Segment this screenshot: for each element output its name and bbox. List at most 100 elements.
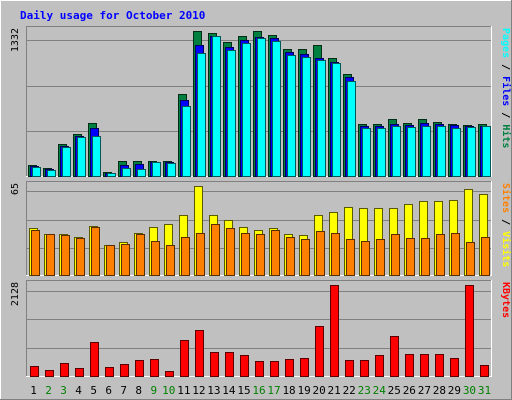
- x-tick-label-day-23: 23: [358, 384, 371, 397]
- legend-visits: Visits: [500, 231, 512, 267]
- legend-pages: Pages: [500, 28, 511, 58]
- bar-kbytes-day-18: [285, 359, 294, 377]
- x-tick-label-day-24: 24: [373, 384, 387, 397]
- bar-sites-day-6: [106, 245, 115, 276]
- bar-sites-day-12: [196, 233, 205, 276]
- bar-sites-day-28: [436, 234, 445, 276]
- bar-kbytes-day-25: [390, 336, 399, 377]
- x-tick-label-day-27: 27: [418, 384, 431, 397]
- bar-pages-day-22: [347, 81, 356, 177]
- bar-sites-day-14: [226, 228, 235, 276]
- x-tick-label-day-19: 19: [297, 384, 310, 397]
- bar-kbytes-day-21: [330, 285, 339, 377]
- bar-sites-day-17: [271, 230, 280, 276]
- x-tick-label-day-28: 28: [433, 384, 446, 397]
- scale-label: 1332: [10, 28, 21, 52]
- bar-kbytes-day-3: [60, 363, 69, 377]
- x-tick-label-day-7: 7: [120, 384, 127, 397]
- scale-label: 2128: [10, 282, 21, 306]
- bar-kbytes-day-2: [45, 370, 54, 377]
- x-tick-label-day-15: 15: [237, 384, 250, 397]
- bar-kbytes-day-16: [255, 361, 264, 377]
- bar-kbytes-day-7: [120, 364, 129, 377]
- panel-legend: Pages / Files / Hits: [500, 28, 512, 148]
- bar-sites-day-10: [166, 245, 175, 276]
- x-tick-label-day-21: 21: [328, 384, 341, 397]
- kbytes-panel: 2128 KBytes: [10, 280, 511, 377]
- bar-sites-day-26: [406, 238, 415, 276]
- bar-pages-day-8: [137, 169, 146, 177]
- hits-panel: 1332 Pages / Files / Hits: [10, 26, 512, 177]
- bar-pages-day-17: [272, 41, 281, 177]
- legend-hits: Hits: [500, 124, 512, 148]
- bar-pages-day-24: [377, 128, 386, 177]
- x-tick-label-day-2: 2: [45, 384, 52, 397]
- bar-kbytes-day-5: [90, 342, 99, 377]
- x-tick-label-day-8: 8: [135, 384, 142, 397]
- bar-kbytes-day-31: [480, 365, 489, 377]
- x-tick-label-day-1: 1: [30, 384, 37, 397]
- bar-pages-day-13: [212, 36, 221, 177]
- bar-kbytes-day-26: [405, 354, 414, 377]
- legend-separator: /: [500, 106, 511, 124]
- bar-sites-day-19: [301, 239, 310, 276]
- bar-kbytes-day-30: [465, 285, 474, 377]
- bar-pages-day-11: [182, 106, 191, 177]
- bar-kbytes-day-28: [435, 354, 444, 377]
- scale-label: 65: [10, 183, 21, 195]
- x-tick-label-day-17: 17: [267, 384, 280, 397]
- bar-pages-day-3: [62, 147, 71, 177]
- legend-sites: Sites: [500, 183, 512, 213]
- chart-title: Daily usage for October 2010: [20, 9, 205, 22]
- bar-kbytes-day-8: [135, 360, 144, 377]
- x-tick-label-day-11: 11: [177, 384, 190, 397]
- x-tick-label-day-6: 6: [105, 384, 112, 397]
- legend-files: Files: [500, 76, 512, 106]
- bar-kbytes-day-14: [225, 352, 234, 377]
- bar-kbytes-day-24: [375, 355, 384, 377]
- bar-pages-day-6: [107, 173, 116, 177]
- x-tick-label-day-9: 9: [150, 384, 157, 397]
- x-tick-label-day-16: 16: [252, 384, 265, 397]
- bar-sites-day-16: [256, 234, 265, 276]
- bar-kbytes-day-6: [105, 367, 114, 377]
- bar-sites-day-23: [361, 241, 370, 276]
- bar-pages-day-28: [437, 126, 446, 177]
- x-tick-label-day-29: 29: [448, 384, 461, 397]
- bar-sites-day-21: [331, 233, 340, 276]
- bar-pages-day-18: [287, 55, 296, 177]
- bar-pages-day-7: [122, 168, 131, 177]
- x-tick-label-day-14: 14: [222, 384, 236, 397]
- bar-sites-day-27: [421, 238, 430, 276]
- bar-kbytes-day-23: [360, 360, 369, 377]
- bar-sites-day-5: [91, 227, 100, 276]
- panels-layer: 1332 Pages / Files / Hits 65 Sites / Visits…: [10, 26, 512, 377]
- bar-kbytes-day-20: [315, 326, 324, 377]
- bar-kbytes-day-4: [75, 368, 84, 377]
- x-tick-label-day-12: 12: [192, 384, 205, 397]
- bar-kbytes-day-29: [450, 358, 459, 377]
- bar-pages-day-31: [482, 126, 491, 177]
- bar-pages-day-4: [77, 137, 86, 177]
- bar-pages-day-27: [422, 126, 431, 177]
- bar-kbytes-day-12: [195, 330, 204, 377]
- bar-sites-day-29: [451, 233, 460, 276]
- x-tick-label-day-10: 10: [162, 384, 175, 397]
- bar-kbytes-day-1: [30, 366, 39, 377]
- bar-sites-day-1: [31, 230, 40, 276]
- x-tick-label-day-22: 22: [343, 384, 356, 397]
- bar-sites-day-30: [466, 242, 475, 276]
- bar-pages-day-10: [167, 163, 176, 177]
- legend-separator: /: [500, 58, 511, 76]
- bar-pages-day-12: [197, 53, 206, 177]
- bar-pages-day-9: [152, 162, 161, 177]
- bar-sites-day-11: [181, 237, 190, 276]
- bar-kbytes-day-10: [165, 371, 174, 377]
- x-tick-label-day-30: 30: [463, 384, 476, 397]
- bar-kbytes-day-22: [345, 360, 354, 377]
- x-tick-label-day-3: 3: [60, 384, 67, 397]
- bar-sites-day-18: [286, 237, 295, 276]
- bar-kbytes-day-27: [420, 354, 429, 377]
- bar-sites-day-31: [481, 237, 490, 276]
